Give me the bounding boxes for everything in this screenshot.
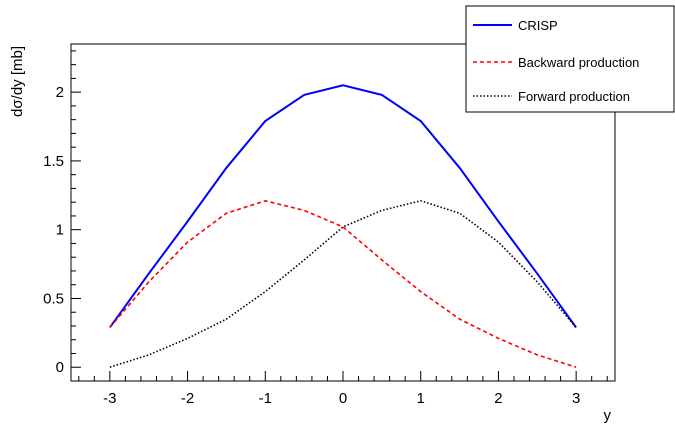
x-tick-label: -2 [181,390,194,407]
legend: CRISP Backward production Forward producti… [465,5,675,113]
x-axis-title: y [604,407,612,424]
x-tick-label: -1 [259,390,272,407]
series-line-0 [109,84,577,328]
x-tick-label: 2 [494,390,502,407]
series-layer [109,84,577,368]
legend-box [465,5,675,113]
legend-label-2: Forward production [518,89,630,104]
y-tick-label: 2 [56,84,64,101]
y-tick-label: 0.5 [43,290,64,307]
x-tick-label: 0 [339,390,347,407]
x-axis: -3 -2 -1 0 1 2 3 [78,371,608,407]
series-line-1 [109,199,577,368]
x-tick-label: -3 [103,390,116,407]
x-tick-label: 1 [417,390,425,407]
y-axis-title: dσ/dy [mb] [9,46,26,117]
x-tick-label: 3 [572,390,580,407]
y-tick-label: 1 [56,222,64,239]
legend-entries: CRISP Backward production Forward producti… [473,18,639,104]
legend-label-0: CRISP [518,18,558,33]
legend-label-1: Backward production [518,55,639,70]
y-tick-label: 1.5 [43,153,64,170]
y-axis: 0 0.5 1 1.5 2 [43,50,81,382]
y-tick-label: 0 [56,359,64,376]
